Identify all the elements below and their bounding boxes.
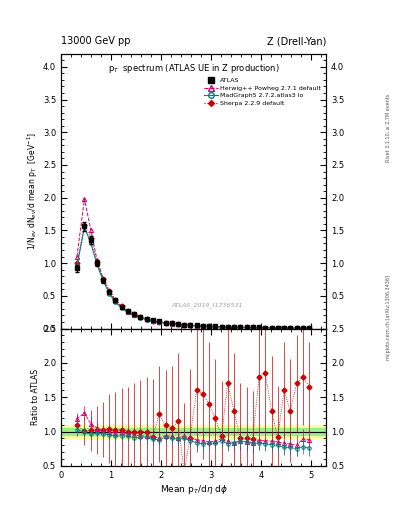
Y-axis label: Ratio to ATLAS: Ratio to ATLAS bbox=[31, 369, 40, 425]
Bar bbox=[61, 425, 326, 438]
Text: mcplots.cern.ch [arXiv:1306.3436]: mcplots.cern.ch [arXiv:1306.3436] bbox=[386, 275, 391, 360]
Text: 13000 GeV pp: 13000 GeV pp bbox=[61, 36, 130, 46]
X-axis label: Mean p$_T$/d$\eta$ d$\phi$: Mean p$_T$/d$\eta$ d$\phi$ bbox=[160, 482, 228, 496]
Text: ATLAS_2019_I1736531: ATLAS_2019_I1736531 bbox=[171, 303, 242, 308]
Bar bbox=[61, 428, 326, 435]
Text: Z (Drell-Yan): Z (Drell-Yan) bbox=[267, 36, 326, 46]
Text: p$_T$  spectrum (ATLAS UE in Z production): p$_T$ spectrum (ATLAS UE in Z production… bbox=[108, 62, 279, 75]
Y-axis label: 1/N$_{ev}$ dN$_{ev}$/d mean p$_T$  [GeV$^{-1}$]: 1/N$_{ev}$ dN$_{ev}$/d mean p$_T$ [GeV$^… bbox=[26, 132, 40, 250]
Text: Rivet 3.1.10, ≥ 2.7M events: Rivet 3.1.10, ≥ 2.7M events bbox=[386, 94, 391, 162]
Legend: ATLAS, Herwig++ Powheg 2.7.1 default, MadGraph5 2.7.2.atlas3 lo, Sherpa 2.2.9 de: ATLAS, Herwig++ Powheg 2.7.1 default, Ma… bbox=[202, 76, 323, 108]
